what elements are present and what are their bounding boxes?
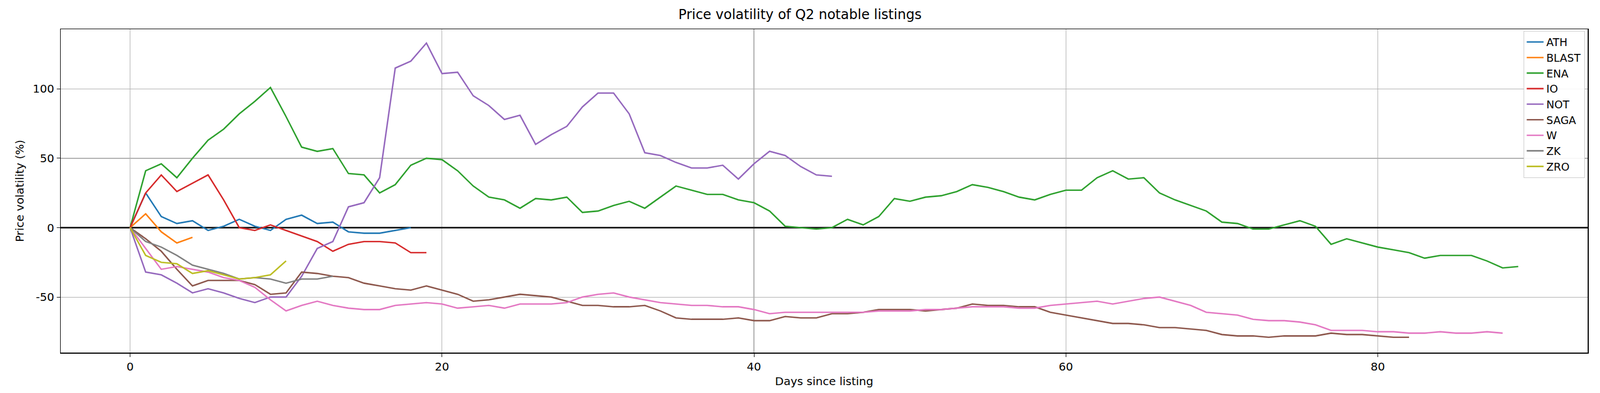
svg-text:ATH: ATH	[1546, 35, 1568, 49]
svg-text:20: 20	[434, 360, 449, 374]
svg-text:ZK: ZK	[1546, 144, 1562, 158]
svg-text:100: 100	[32, 82, 54, 96]
svg-text:0: 0	[126, 360, 134, 374]
svg-text:W: W	[1546, 129, 1558, 142]
svg-text:0: 0	[47, 221, 55, 235]
svg-text:ENA: ENA	[1546, 67, 1569, 80]
svg-text:Days since listing: Days since listing	[775, 374, 874, 389]
svg-text:SAGA: SAGA	[1546, 114, 1577, 127]
svg-text:BLAST: BLAST	[1546, 51, 1581, 65]
svg-text:Price volatility (%): Price volatility (%)	[12, 139, 27, 243]
svg-text:60: 60	[1058, 360, 1074, 374]
svg-text:ZRO: ZRO	[1546, 160, 1570, 174]
svg-text:40: 40	[746, 360, 761, 374]
svg-text:IO: IO	[1546, 82, 1559, 95]
svg-text:-50: -50	[35, 290, 55, 304]
svg-text:Price volatility of Q2 notable: Price volatility of Q2 notable listings	[678, 6, 922, 23]
svg-text:NOT: NOT	[1546, 98, 1570, 111]
svg-text:50: 50	[39, 151, 54, 166]
svg-text:80: 80	[1370, 360, 1385, 374]
